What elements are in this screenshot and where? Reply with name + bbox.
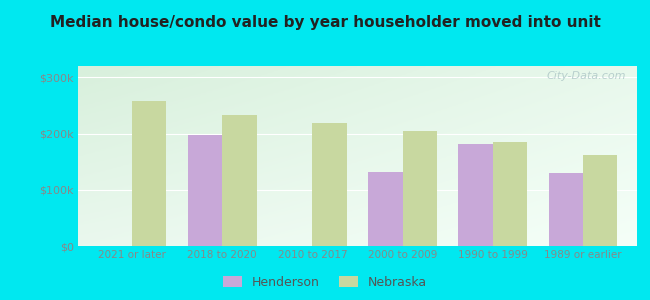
Bar [549,173,583,246]
Text: Median house/condo value by year householder moved into unit: Median house/condo value by year househo… [49,15,601,30]
Bar [402,131,437,246]
Bar [132,101,166,246]
Bar [222,116,257,246]
Bar [493,142,527,246]
Text: City-Data.com: City-Data.com [546,71,626,81]
Bar [369,172,402,246]
Bar [583,155,617,246]
Bar [313,123,346,246]
Legend: Henderson, Nebraska: Henderson, Nebraska [218,271,432,294]
Bar [188,135,222,246]
Bar [458,144,493,246]
